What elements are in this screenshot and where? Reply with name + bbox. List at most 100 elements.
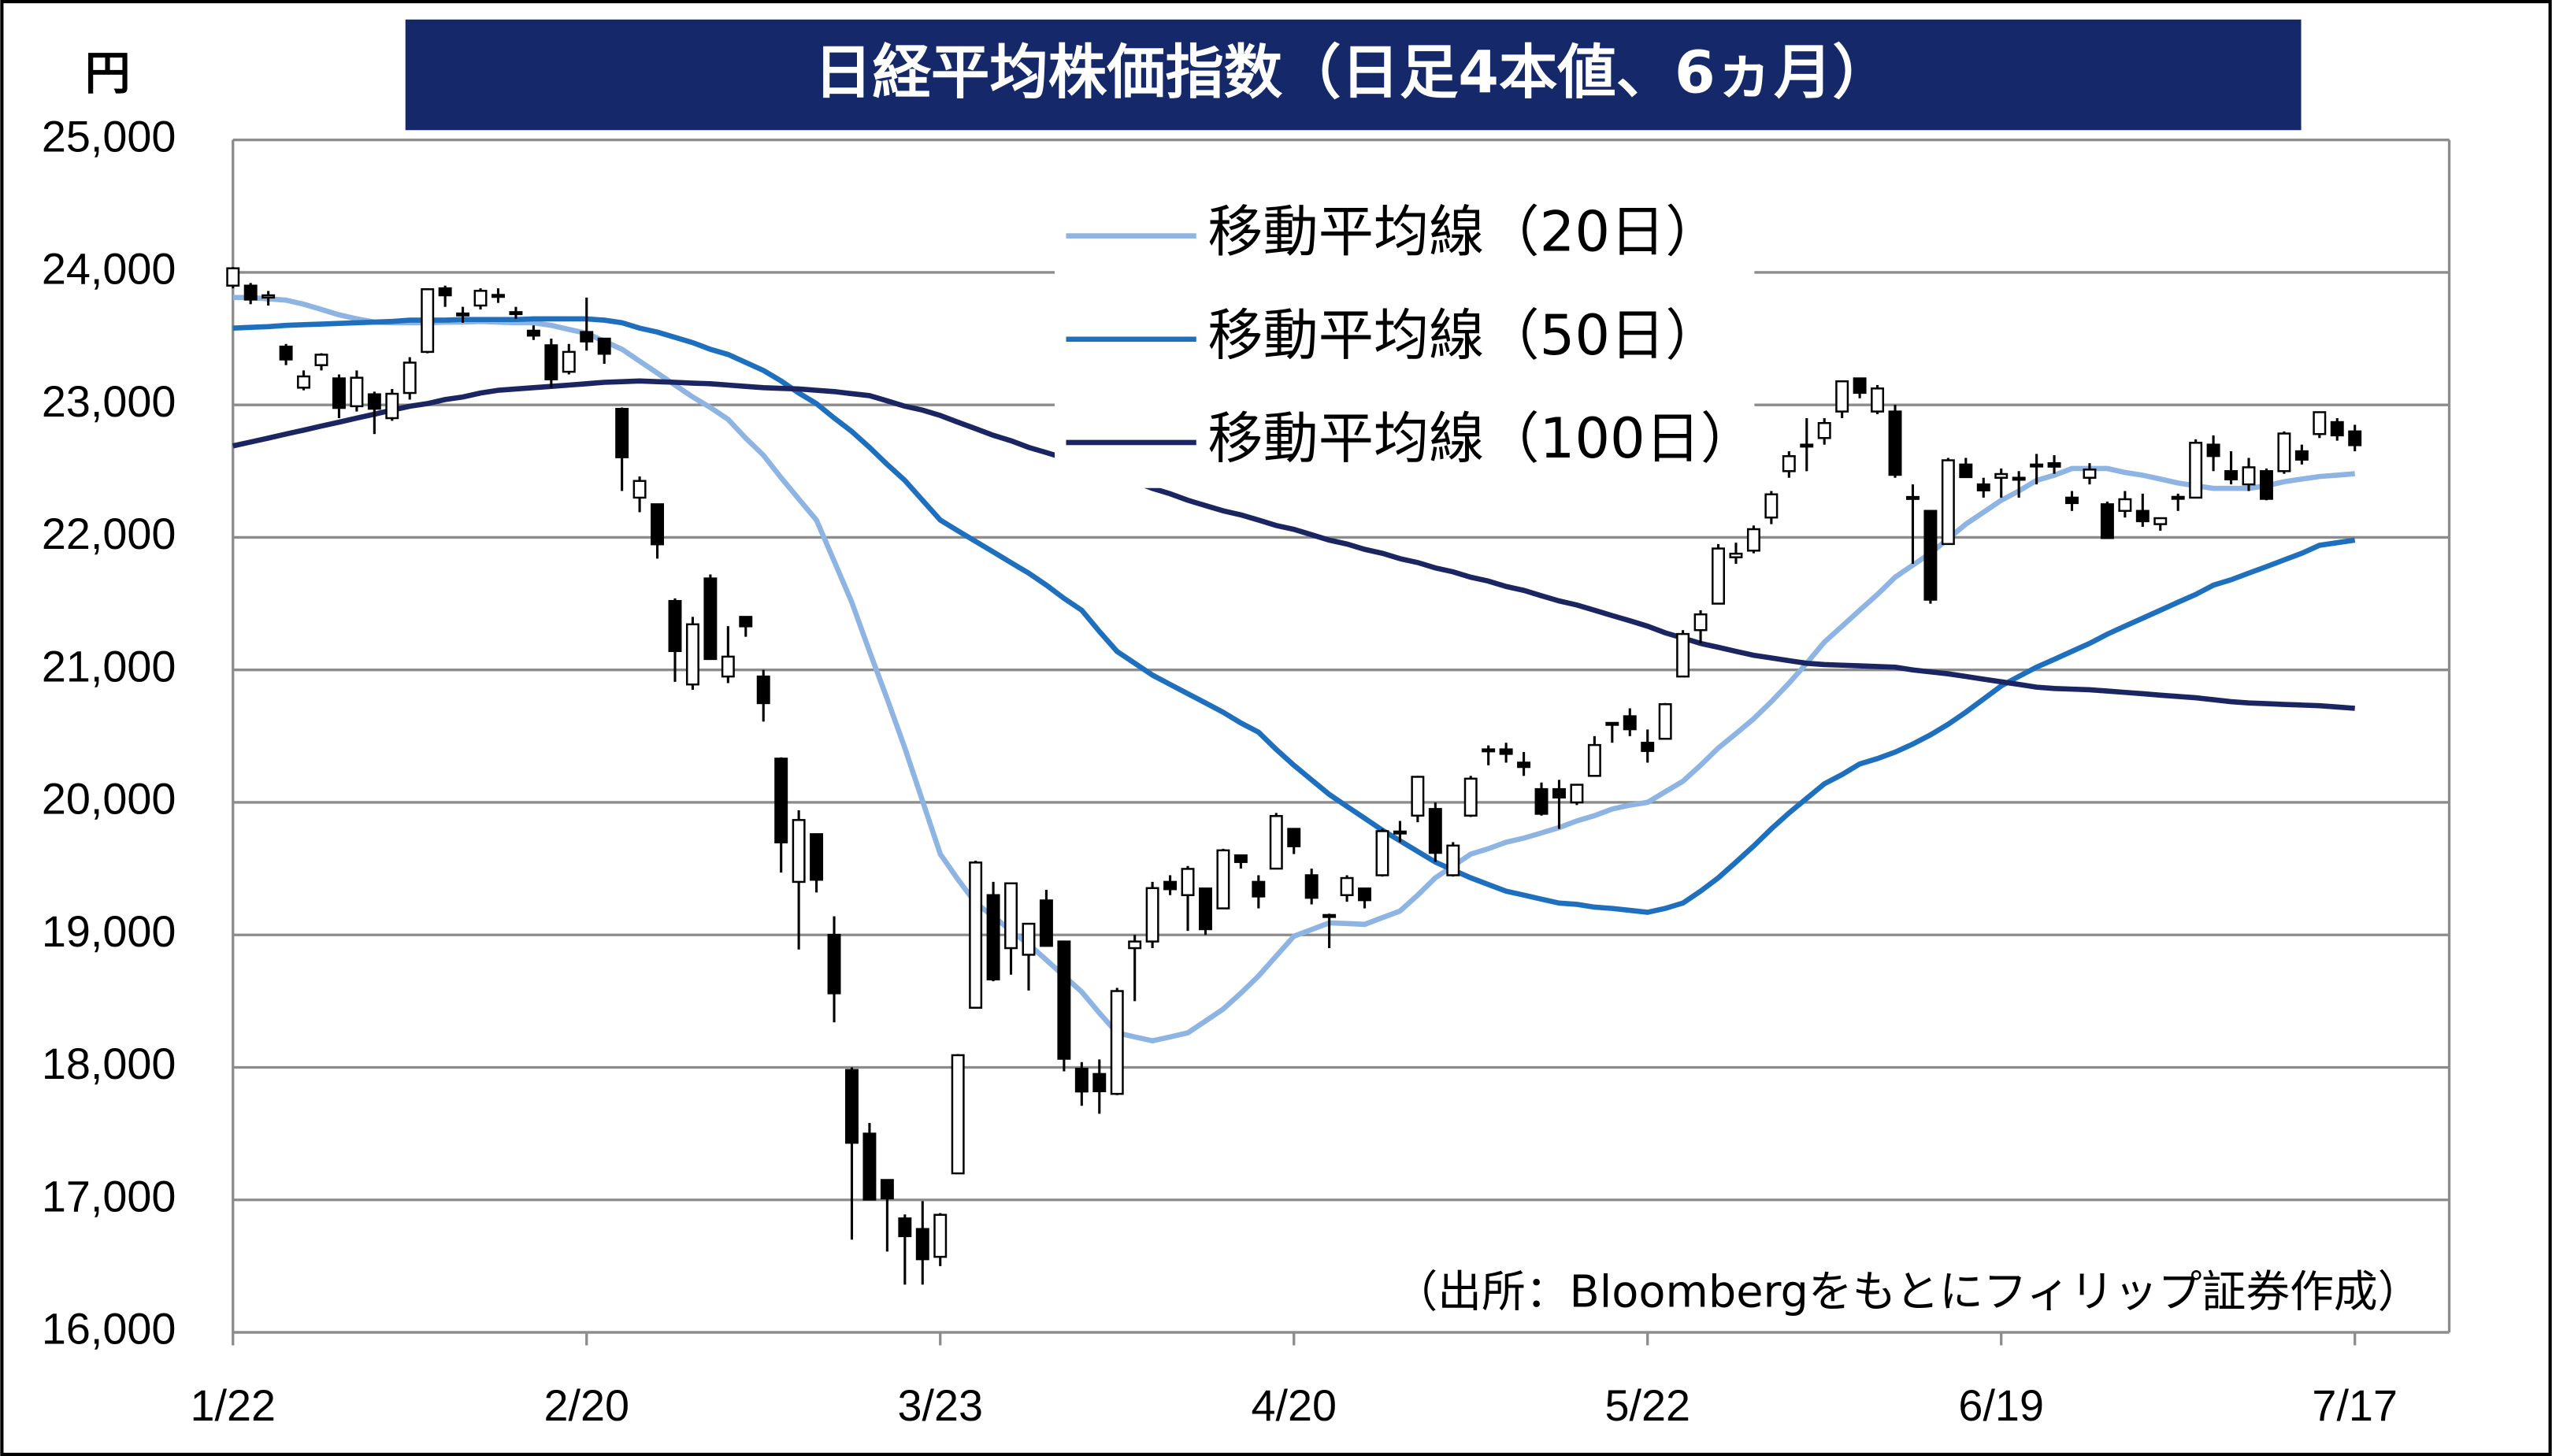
candle-body xyxy=(1552,787,1566,798)
candle-body xyxy=(880,1179,894,1200)
y-tick-label: 20,000 xyxy=(42,775,176,824)
legend-label: 移動平均線（20日） xyxy=(1207,200,1720,265)
candle-body xyxy=(827,933,841,995)
candle-body xyxy=(1888,410,1902,476)
candle-body xyxy=(2224,470,2239,480)
candle-body xyxy=(1358,887,1371,902)
x-tick-label: 6/19 xyxy=(1958,1381,2044,1430)
legend-label: 移動平均線（100日） xyxy=(1207,406,1756,471)
candle-body xyxy=(1428,808,1442,854)
candle-body xyxy=(774,758,788,844)
candle-body xyxy=(1835,380,1849,413)
candle-body xyxy=(1693,613,1708,632)
candle-body xyxy=(597,337,611,355)
candle-body xyxy=(2030,463,2044,468)
candle-body xyxy=(2189,442,2203,499)
x-tick-label: 5/22 xyxy=(1604,1381,1690,1430)
candle-body xyxy=(969,861,983,1009)
candle-body xyxy=(1057,940,1071,1060)
candle-body xyxy=(2065,496,2079,505)
candle-body xyxy=(1941,459,1955,546)
candle-body xyxy=(1817,421,1831,439)
candle-body xyxy=(933,1213,948,1258)
y-tick-label: 19,000 xyxy=(42,907,176,956)
x-tick-label: 3/23 xyxy=(897,1381,983,1430)
candle-body xyxy=(1623,715,1637,731)
candle-body xyxy=(810,833,824,881)
candle-body xyxy=(703,577,718,661)
candle-body xyxy=(986,894,1000,980)
candle-body xyxy=(1587,743,1601,777)
candle-body xyxy=(1517,761,1531,769)
legend-label: 移動平均線（50日） xyxy=(1207,303,1720,368)
candle-body xyxy=(2330,420,2344,437)
candle-body xyxy=(1446,844,1460,876)
candle-body xyxy=(1411,776,1425,817)
candle-body xyxy=(562,350,576,373)
candle-body xyxy=(2100,503,2114,539)
candle-body xyxy=(1181,868,1195,896)
ma-line xyxy=(232,378,2355,711)
candle-body xyxy=(314,354,328,366)
x-tick-label: 2/20 xyxy=(543,1381,629,1430)
candle-body xyxy=(1994,472,2009,479)
candle-body xyxy=(898,1217,912,1238)
candle-body xyxy=(491,294,505,298)
candle-body xyxy=(1375,830,1389,876)
y-tick-label: 18,000 xyxy=(42,1039,176,1088)
candle-body xyxy=(1252,880,1266,898)
candle-body xyxy=(2348,430,2362,446)
candle-body xyxy=(1128,940,1142,950)
candle-body xyxy=(1092,1073,1107,1093)
candle-body xyxy=(1712,547,1725,605)
candle-body xyxy=(279,345,293,361)
candle-body xyxy=(473,290,488,307)
candle-body xyxy=(456,312,470,317)
candle-body xyxy=(2083,469,2097,479)
candle-body xyxy=(1782,455,1796,472)
candle-body xyxy=(262,294,276,299)
candle-body xyxy=(580,331,594,343)
x-tick-label: 7/17 xyxy=(2312,1381,2398,1430)
candle-body xyxy=(2047,461,2061,468)
candle-body xyxy=(1269,815,1283,870)
candle-body xyxy=(509,311,523,316)
candle-body xyxy=(1216,849,1230,910)
candle-body xyxy=(1199,887,1212,931)
candle-body xyxy=(332,377,346,409)
chart-title: 日経平均株価指数（日足4本値、6ヵ月） xyxy=(814,39,1891,107)
x-tick-label: 4/20 xyxy=(1251,1381,1337,1430)
candle-body xyxy=(1499,748,1513,755)
candle-body xyxy=(1110,990,1124,1095)
candle-body xyxy=(1393,830,1407,835)
candles xyxy=(226,267,2362,1285)
y-tick-label: 16,000 xyxy=(42,1305,176,1354)
candle-body xyxy=(2012,476,2026,481)
candle-body xyxy=(1163,880,1178,891)
y-tick-label: 17,000 xyxy=(42,1172,176,1221)
candle-body xyxy=(367,393,381,410)
candle-body xyxy=(243,284,258,301)
candle-body xyxy=(297,375,311,389)
candle-body xyxy=(721,655,735,678)
candle-body xyxy=(2206,443,2220,458)
candle-body xyxy=(951,1054,965,1175)
candle-body xyxy=(1923,509,1938,601)
candle-body xyxy=(1959,463,1973,479)
y-unit: 円 xyxy=(85,46,131,100)
candle-body xyxy=(1658,703,1672,740)
candle-body xyxy=(1570,784,1584,804)
candle-body xyxy=(2242,466,2256,486)
candle-body xyxy=(1304,874,1319,899)
candle-body xyxy=(685,623,699,686)
source-note: （出所：Bloombergをもとにフィリップ証券作成） xyxy=(1393,1267,2421,1318)
candle-body xyxy=(1853,377,1867,395)
candle-body xyxy=(1729,552,1743,558)
title-box xyxy=(405,19,2302,131)
candle-body xyxy=(1074,1067,1089,1093)
candle-body xyxy=(226,267,240,287)
y-tick-label: 21,000 xyxy=(42,642,176,691)
candle-body xyxy=(1871,387,1885,413)
candle-body xyxy=(1287,828,1301,847)
